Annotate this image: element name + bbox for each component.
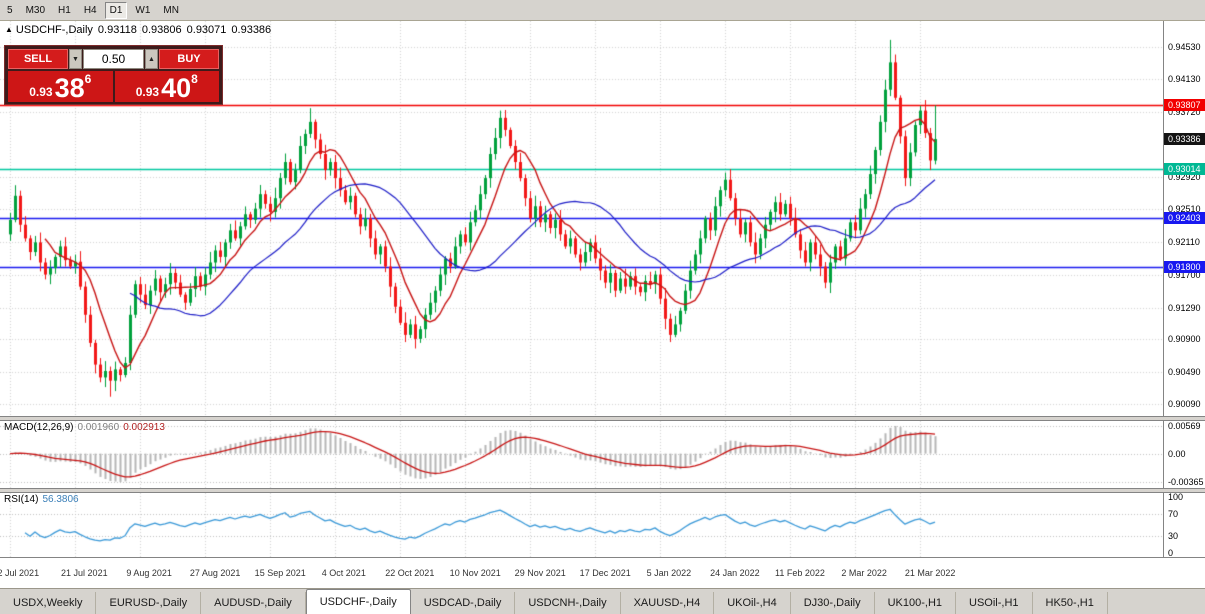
ohlc-low: 0.93071: [186, 24, 227, 36]
price-tick-label: 0.90490: [1168, 366, 1201, 377]
time-scale[interactable]: 2 Jul 2021 21 Jul 2021 9 Aug 2021 27 Aug 20…: [0, 557, 1205, 588]
macd-canvas[interactable]: [0, 421, 1163, 488]
date-label: 9 Aug 2021: [126, 568, 172, 578]
ask-price-prefix: 0.93: [135, 85, 160, 99]
panel-splitter[interactable]: [0, 488, 1205, 493]
price-tick-label: 0.92920: [1168, 171, 1201, 182]
date-label: 21 Mar 2022: [904, 568, 956, 578]
timeframe-button-h1[interactable]: H1: [58, 4, 71, 16]
chart-tab-ukoil-h4[interactable]: UKOil-,H4: [714, 592, 791, 614]
resistance-price-badge: 0.93807: [1164, 99, 1205, 112]
symbol-title: USDCHF-,Daily: [15, 24, 93, 36]
chart-tab-usdcad-daily[interactable]: USDCAD-,Daily: [411, 592, 516, 614]
ask-price-pipette: 8: [191, 72, 198, 86]
chart-tab-hk50-h1[interactable]: HK50-,H1: [1033, 592, 1108, 614]
price-tick-label: 0.92110: [1168, 236, 1200, 247]
rsi-canvas[interactable]: [0, 493, 1163, 557]
chart-tab-dj30-daily[interactable]: DJ30-,Daily: [791, 592, 875, 614]
blue-upper-price-badge: 0.92403: [1164, 212, 1205, 225]
macd-title: MACD(12,26,9): [4, 422, 74, 433]
ask-price-big-digits: 40: [161, 73, 192, 103]
date-label: 11 Feb 2022: [775, 568, 825, 578]
price-tick-label: 0.91290: [1168, 302, 1201, 313]
chart-tab-usdcnh-daily[interactable]: USDCNH-,Daily: [515, 592, 621, 614]
chart-tab-audusd-daily[interactable]: AUDUSD-,Daily: [201, 592, 306, 614]
macd-indicator-panel: MACD(12,26,9) 0.001960 0.002913: [0, 421, 1163, 488]
macd-header: MACD(12,26,9) 0.001960 0.002913: [4, 422, 169, 433]
teal-level-price-badge: 0.93014: [1164, 162, 1205, 175]
price-tick-label: 0.94530: [1168, 42, 1201, 53]
date-label: 4 Oct 2021: [321, 568, 366, 578]
price-tick-label: 0.90900: [1168, 333, 1201, 344]
chart-tab-usoil-h1[interactable]: USOil-,H1: [956, 592, 1033, 614]
ask-price-display[interactable]: 0.93 40 8: [114, 71, 219, 103]
price-tick-label: 0.93720: [1168, 107, 1201, 118]
sell-button[interactable]: SELL: [8, 49, 68, 69]
timeframe-button-h4[interactable]: H4: [83, 4, 97, 16]
bid-price-display[interactable]: 0.93 38 6: [8, 71, 113, 102]
bid-price-prefix: 0.93: [29, 85, 53, 99]
rsi-scale-label: 70: [1168, 508, 1179, 519]
macd-scale-label: 0.00569: [1168, 421, 1201, 431]
volume-input[interactable]: 0.50: [83, 49, 144, 69]
macd-signal-value: 0.002913: [123, 422, 165, 433]
date-label: 22 Oct 2021: [385, 568, 435, 578]
blue-lower-price-badge: 0.91800: [1164, 260, 1205, 273]
price-tick-label: 0.94130: [1168, 74, 1201, 85]
timeframe-button-m30[interactable]: M30: [25, 4, 46, 16]
bid-price-pipette: 6: [84, 72, 92, 86]
date-label: 2 Mar 2022: [841, 568, 887, 578]
chart-tab-bar: USDX,Weekly EURUSD-,Daily AUDUSD-,Daily USD…: [0, 588, 1205, 614]
macd-main-value: 0.001960: [77, 422, 120, 433]
bid-price-big-digits: 38: [54, 73, 85, 103]
rsi-scale-label: 100: [1168, 492, 1184, 502]
volume-increase-button[interactable]: ▲: [145, 49, 158, 69]
bid-price-badge: 0.93386: [1164, 133, 1205, 146]
trade-prices-row: 0.93 38 6 0.93 40 8: [8, 71, 219, 102]
rsi-scale-label: 30: [1168, 531, 1179, 542]
ohlc-high: 0.93806: [141, 24, 182, 36]
chart-tab-usdchf-daily[interactable]: USDCHF-,Daily: [305, 589, 411, 614]
macd-scale-label: 0.00: [1168, 448, 1186, 459]
timeframe-button-w1[interactable]: W1: [135, 4, 151, 16]
price-tick-label: 0.91700: [1168, 269, 1201, 280]
chart-tab-uk100-h1[interactable]: UK100-,H1: [875, 592, 957, 614]
date-label: 29 Nov 2021: [514, 568, 566, 578]
chart-tab-usdx-weekly[interactable]: USDX,Weekly: [0, 592, 97, 614]
date-label: 24 Jan 2022: [710, 568, 760, 578]
buy-button[interactable]: BUY: [159, 49, 219, 69]
chart-tab-eurusd-daily[interactable]: EURUSD-,Daily: [96, 592, 202, 614]
volume-decrease-button[interactable]: ▼: [69, 49, 82, 69]
price-tick-label: 0.92510: [1168, 204, 1201, 215]
rsi-title: RSI(14): [4, 494, 39, 505]
timeframe-toolbar: 5 M30 H1 H4 D1 W1 MN: [0, 0, 1205, 21]
date-label: 15 Sep 2021: [254, 568, 306, 578]
timeframe-button-5[interactable]: 5: [7, 4, 13, 16]
date-label: 10 Nov 2021: [449, 568, 501, 578]
trade-controls-row: SELL ▼ 0.50 ▲ BUY: [8, 49, 219, 69]
date-label: 27 Aug 2021: [189, 568, 241, 578]
chart-tab-xauusd-h4[interactable]: XAUUSD-,H4: [621, 592, 715, 614]
timeframe-button-mn[interactable]: MN: [163, 4, 179, 16]
date-label: 17 Dec 2021: [579, 568, 631, 578]
rsi-value: 56.3806: [42, 494, 79, 505]
price-tick-label: 0.90090: [1168, 398, 1201, 409]
ohlc-readout: ▲ USDCHF-,Daily 0.93118 0.93806 0.93071 0.933…: [5, 24, 276, 36]
rsi-header: RSI(14) 56.3806: [4, 494, 83, 505]
macd-scale-label: -0.00365: [1168, 477, 1204, 487]
one-click-collapse-icon[interactable]: ▲: [5, 25, 13, 34]
date-label: 21 Jul 2021: [61, 568, 108, 578]
date-label: 2 Jul 2021: [0, 568, 40, 578]
date-label: 5 Jan 2022: [646, 568, 692, 578]
one-click-trading-panel: SELL ▼ 0.50 ▲ BUY 0.93 38 6 0.93 40 8: [4, 45, 223, 105]
timeframe-button-d1[interactable]: D1: [104, 1, 128, 19]
panel-splitter[interactable]: [0, 416, 1205, 421]
price-scale[interactable]: 0.94530 0.94130 0.93720 0.92920 0.92510 0.921…: [1163, 21, 1205, 558]
ohlc-open: 0.93118: [97, 24, 137, 36]
price-chart-panel: ▲ USDCHF-,Daily 0.93118 0.93806 0.93071 0.933…: [0, 21, 1163, 416]
rsi-indicator-panel: RSI(14) 56.3806: [0, 493, 1163, 557]
rsi-scale-label: 0: [1168, 548, 1174, 558]
ohlc-close: 0.93386: [231, 24, 272, 36]
